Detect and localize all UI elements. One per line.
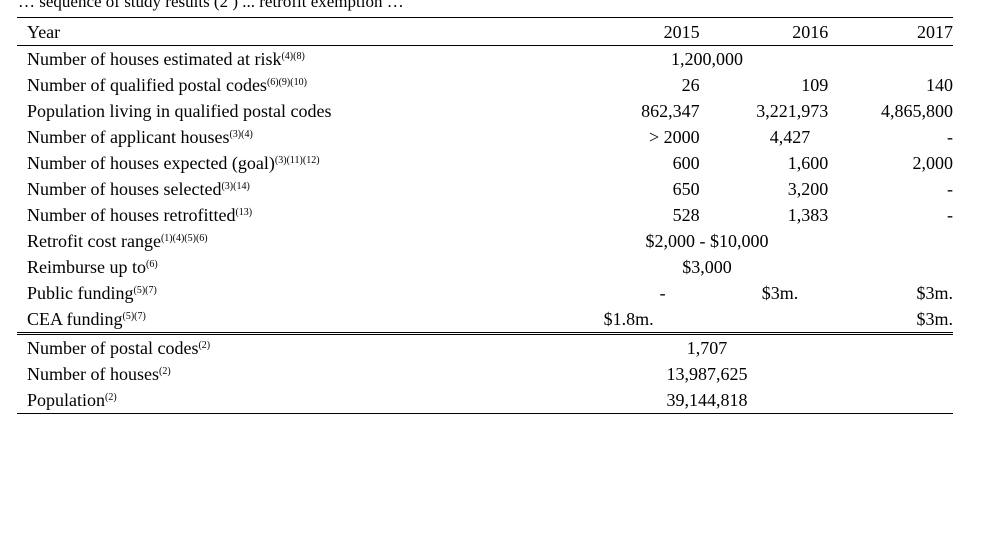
footnote-ref: (13) bbox=[235, 207, 253, 218]
row-label: Population living in qualified postal co… bbox=[27, 101, 332, 121]
merged-value: $2,000 - $10,000 bbox=[645, 231, 769, 251]
row-label: Number of postal codes(2) bbox=[17, 332, 582, 361]
footnote-ref: (2) bbox=[158, 366, 171, 377]
merged-value: 39,144,818 bbox=[581, 387, 953, 414]
value-2016: 1,383 bbox=[787, 205, 829, 225]
table-row: Population(2) 39,144,818 bbox=[17, 387, 953, 414]
value-2017: $3m. bbox=[828, 306, 953, 334]
value-2017: 2,000 bbox=[912, 153, 954, 173]
table-header-row: Year 2015 2016 2017 bbox=[17, 17, 953, 46]
value-2015: 528 bbox=[672, 205, 700, 225]
merged-value: $1.8m. bbox=[581, 306, 829, 334]
table-row: Number of applicant houses(3)(4) > 2000 … bbox=[17, 124, 953, 150]
footnote-ref: (6)(9)(10) bbox=[266, 77, 307, 88]
value-2015: - bbox=[659, 283, 666, 303]
row-label: Public funding(5)(7) bbox=[27, 283, 157, 303]
value-2016: 3,200 bbox=[787, 179, 829, 199]
value-2016: 1,600 bbox=[787, 153, 829, 173]
row-label: Number of houses(2) bbox=[27, 364, 171, 384]
value-2017: $3m. bbox=[916, 283, 953, 303]
table-row: Number of postal codes(2) 1,707 bbox=[17, 332, 953, 361]
value-2016: 109 bbox=[801, 75, 829, 95]
value-2015: > 2000 bbox=[648, 127, 700, 147]
header-2015: 2015 bbox=[581, 17, 700, 46]
value-2017: 4,865,800 bbox=[881, 101, 953, 121]
table-row: Number of houses expected (goal)(3)(11)(… bbox=[17, 150, 953, 176]
footnote-ref: (5)(7) bbox=[133, 285, 157, 296]
table-row: Public funding(5)(7) - $3m. $3m. bbox=[17, 280, 953, 306]
footnote-ref: (2) bbox=[198, 340, 211, 351]
value-2017: - bbox=[947, 205, 953, 225]
table-row: Number of houses(2) 13,987,625 bbox=[17, 361, 953, 387]
footnote-ref: (2) bbox=[105, 392, 117, 403]
value-2016: 4,427 bbox=[769, 127, 811, 147]
value-2015: 650 bbox=[672, 179, 700, 199]
row-label: Number of applicant houses(3)(4) bbox=[27, 127, 253, 147]
row-label: Number of houses estimated at risk(4)(8) bbox=[27, 49, 305, 69]
row-label: Number of houses retrofitted(13) bbox=[27, 205, 253, 225]
footnote-ref: (3)(14) bbox=[221, 181, 250, 192]
value-2015: 600 bbox=[672, 153, 700, 173]
merged-value: 13,987,625 bbox=[666, 364, 748, 384]
value-2015: 26 bbox=[681, 75, 700, 95]
header-2017: 2017 bbox=[828, 17, 953, 46]
merged-value: 1,200,000 bbox=[671, 49, 744, 69]
footnote-ref: (4)(8) bbox=[281, 51, 305, 62]
merged-value: $3,000 bbox=[682, 257, 732, 277]
footnote-ref: (1)(4)(5)(6) bbox=[160, 233, 208, 244]
row-label: Population(2) bbox=[17, 387, 582, 414]
table-row: Reimburse up to(6) $3,000 bbox=[17, 254, 953, 280]
row-label: Number of houses expected (goal)(3)(11)(… bbox=[27, 153, 320, 173]
value-2015: 862,347 bbox=[641, 101, 700, 121]
merged-value: 1,707 bbox=[581, 332, 953, 361]
row-label: Retrofit cost range(1)(4)(5)(6) bbox=[27, 231, 208, 251]
table-row: Number of houses selected(3)(14) 650 3,2… bbox=[17, 176, 953, 202]
footnote-ref: (3)(11)(12) bbox=[274, 155, 320, 166]
row-label: CEA funding(5)(7) bbox=[17, 306, 582, 334]
retrofit-program-table: Year 2015 2016 2017 Number of houses est… bbox=[17, 17, 953, 414]
value-2016: 3,221,973 bbox=[756, 101, 829, 121]
footnote-ref: (5)(7) bbox=[122, 311, 146, 322]
table-row: Number of houses retrofitted(13) 528 1,3… bbox=[17, 202, 953, 228]
value-2017: - bbox=[947, 127, 953, 147]
row-label: Number of qualified postal codes(6)(9)(1… bbox=[27, 75, 307, 95]
header-2016: 2016 bbox=[699, 17, 829, 46]
table-row: CEA funding(5)(7) $1.8m. $3m. bbox=[17, 306, 953, 334]
row-label: Number of houses selected(3)(14) bbox=[27, 179, 250, 199]
data-table-container: Year 2015 2016 2017 Number of houses est… bbox=[17, 17, 953, 414]
value-2017: 140 bbox=[926, 75, 953, 95]
value-2017: - bbox=[947, 179, 953, 199]
header-year-label: Year bbox=[17, 17, 582, 46]
row-label: Reimburse up to(6) bbox=[27, 257, 158, 277]
value-2016: $3m. bbox=[761, 283, 799, 303]
footnote-ref: (3)(4) bbox=[229, 129, 253, 140]
cropped-caption-text: … sequence of study results (2 ) ... ret… bbox=[18, 0, 404, 11]
table-row: Number of qualified postal codes(6)(9)(1… bbox=[17, 72, 953, 98]
footnote-ref: (6) bbox=[146, 259, 158, 270]
table-row: Population living in qualified postal co… bbox=[17, 98, 953, 124]
table-row: Retrofit cost range(1)(4)(5)(6) $2,000 -… bbox=[17, 228, 953, 254]
table-row: Number of houses estimated at risk(4)(8)… bbox=[17, 46, 953, 73]
